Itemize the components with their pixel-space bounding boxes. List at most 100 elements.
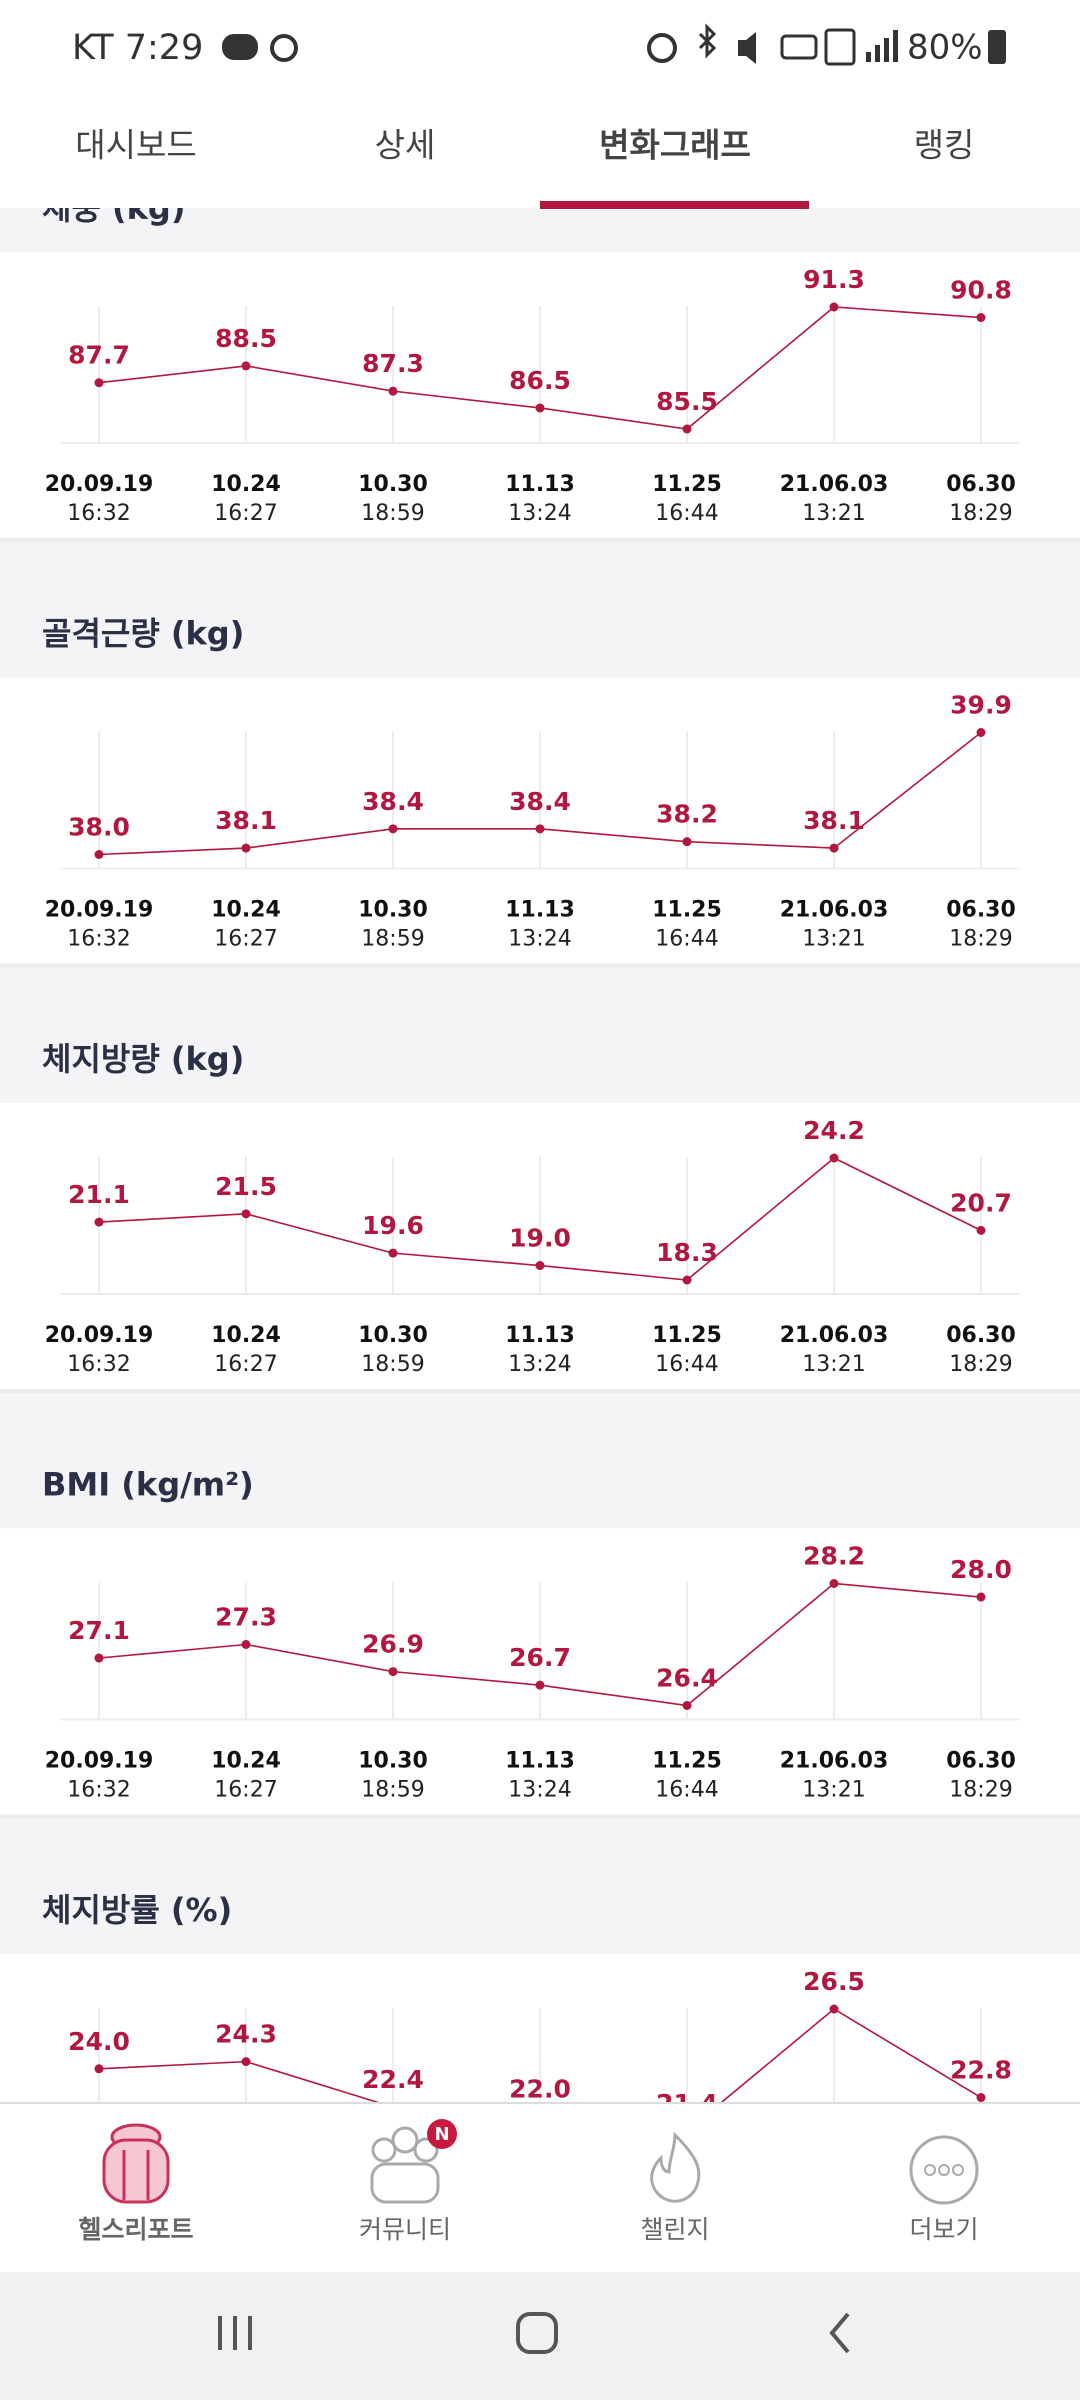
value-label: 85.5 (656, 387, 718, 416)
bottom-nav-bg (0, 2103, 1080, 2272)
x-date-label: 21.06.03 (780, 1749, 889, 1774)
nav-label[interactable]: 커뮤니티 (359, 2215, 451, 2244)
point (976, 1592, 986, 1602)
tab[interactable]: 랭킹 (914, 126, 975, 165)
point (388, 386, 398, 396)
nav-icon-community[interactable] (370, 2126, 440, 2204)
x-time-label: 18:29 (949, 1778, 1012, 1803)
point (829, 1153, 839, 1163)
value-label: 22.8 (950, 2056, 1012, 2085)
value-label: 26.9 (362, 1630, 424, 1659)
header-bg (0, 0, 1080, 208)
point (682, 837, 692, 847)
value-label: 22.0 (509, 2075, 571, 2104)
point (241, 1640, 251, 1649)
tab-indicator (540, 201, 809, 209)
value-label: 24.0 (68, 2027, 130, 2056)
point (976, 728, 986, 737)
x-date-label: 20.09.19 (45, 1749, 154, 1774)
nav-icon-health[interactable] (102, 2123, 170, 2204)
value-label: 38.2 (656, 800, 718, 829)
carrier-time: KT 7:29 (72, 28, 203, 68)
value-label: 90.8 (950, 276, 1012, 305)
point (388, 824, 398, 834)
point (94, 2064, 104, 2074)
value-label: 20.7 (950, 1188, 1012, 1217)
system-nav-buttons[interactable] (218, 2312, 850, 2354)
x-date-label: 11.13 (505, 472, 575, 497)
x-time-label: 16:32 (67, 927, 130, 952)
value-label: 19.0 (509, 1224, 571, 1253)
point (829, 843, 839, 853)
point (829, 302, 839, 312)
x-time-label: 18:29 (949, 927, 1012, 952)
x-date-label: 10.30 (358, 1749, 428, 1774)
nav-label[interactable]: 챌린지 (640, 2215, 709, 2244)
x-time-label: 13:21 (802, 927, 865, 952)
x-date-label: 11.25 (652, 898, 722, 923)
point (682, 424, 692, 434)
value-label: 27.3 (215, 1603, 277, 1632)
card-shadow (0, 963, 1080, 968)
nav-label-active[interactable]: 헬스리포트 (78, 2215, 193, 2244)
value-label: 26.5 (803, 1967, 865, 1996)
x-time-label: 13:21 (802, 1778, 865, 1803)
value-label: 26.7 (509, 1643, 571, 1672)
tab[interactable]: 상세 (375, 126, 436, 165)
battery-text: 80% (907, 28, 983, 68)
point (388, 1667, 398, 1677)
value-label: 24.3 (215, 2020, 277, 2049)
point (94, 850, 104, 859)
x-time-label: 16:27 (214, 1352, 277, 1377)
badge (427, 2119, 457, 2149)
x-date-label: 06.30 (946, 1323, 1016, 1348)
x-date-label: 21.06.03 (780, 1323, 889, 1348)
x-time-label: 13:24 (508, 501, 571, 526)
x-time-label: 13:24 (508, 1778, 571, 1803)
chart-title: 체지방량 (kg) (42, 1040, 244, 1078)
x-time-label: 13:24 (508, 927, 571, 952)
value-label: 38.4 (509, 787, 571, 816)
nav-icon-more[interactable] (909, 2135, 979, 2205)
x-date-label: 10.24 (211, 472, 281, 497)
chart-title: BMI (kg/m²) (42, 1466, 254, 1504)
system-nav-bg (0, 2272, 1080, 2400)
x-date-label: 10.24 (211, 1749, 281, 1774)
x-date-label: 11.13 (505, 898, 575, 923)
value-label: 19.6 (362, 1211, 424, 1240)
x-time-label: 16:32 (67, 1352, 130, 1377)
value-label: 27.1 (68, 1616, 130, 1645)
tab[interactable]: 대시보드 (75, 126, 196, 165)
x-time-label: 18:59 (361, 1778, 424, 1803)
x-date-label: 11.25 (652, 472, 722, 497)
point (241, 2057, 251, 2067)
point (829, 2004, 839, 2014)
point (682, 1275, 692, 1285)
x-date-label: 10.30 (358, 472, 428, 497)
point (976, 313, 986, 323)
point (535, 1261, 545, 1271)
nav-icon-challenge[interactable] (650, 2131, 701, 2203)
value-label: 39.9 (950, 691, 1012, 720)
x-time-label: 18:59 (361, 1352, 424, 1377)
status-icons (647, 23, 1006, 66)
point (976, 1225, 986, 1235)
value-label: 21.5 (215, 1172, 277, 1201)
value-label: 87.7 (68, 341, 130, 370)
value-label: 26.4 (656, 1664, 718, 1693)
x-time-label: 16:27 (214, 1778, 277, 1803)
chart-title: 골격근량 (kg) (42, 615, 244, 653)
point (241, 843, 251, 853)
x-time-label: 18:59 (361, 501, 424, 526)
x-date-label: 10.24 (211, 1323, 281, 1348)
tab-active[interactable]: 변화그래프 (599, 126, 751, 165)
value-label: 38.0 (68, 813, 130, 842)
point (535, 403, 545, 413)
point (241, 1209, 251, 1219)
point (94, 1653, 104, 1663)
nav-label[interactable]: 더보기 (909, 2215, 978, 2244)
x-time-label: 13:21 (802, 1352, 865, 1377)
x-date-label: 11.13 (505, 1749, 575, 1774)
